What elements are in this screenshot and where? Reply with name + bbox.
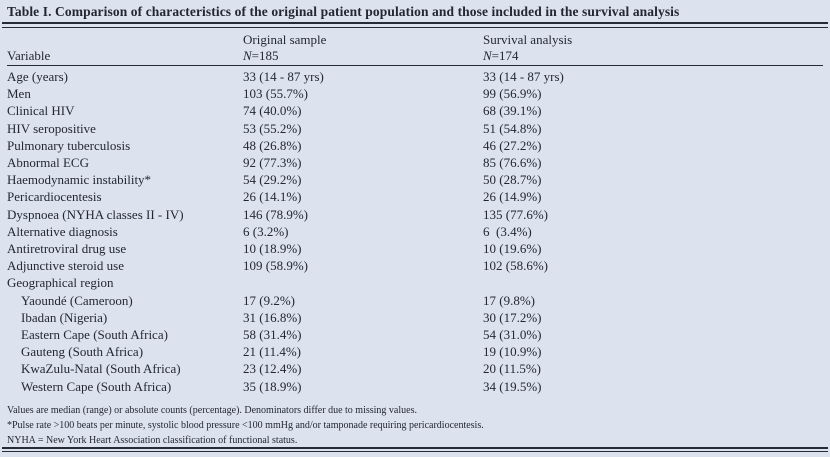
row-original-value: 92 (77.3%) bbox=[243, 155, 302, 171]
table-row: Geographical region bbox=[7, 274, 823, 291]
table-row: Gauteng (South Africa) 21 (11.4%) 19 (10… bbox=[7, 343, 823, 360]
row-original-value: 21 (11.4%) bbox=[243, 344, 302, 360]
header-survival-n-symbol: N bbox=[483, 47, 492, 63]
row-original-value: 54 (29.2%) bbox=[243, 172, 302, 188]
table-row: Dyspnoea (NYHA classes II - IV) 146 (78.… bbox=[7, 206, 823, 223]
table-row: HIV seropositive 53 (55.2%) 51 (54.8%) bbox=[7, 120, 823, 137]
header-variable-label: Variable bbox=[7, 47, 51, 63]
row-label: Western Cape (South Africa) bbox=[21, 378, 172, 394]
row-original-value: 35 (18.9%) bbox=[243, 378, 302, 394]
row-label: Men bbox=[7, 86, 31, 102]
table-row: Pulmonary tuberculosis 48 (26.8%) 46 (27… bbox=[7, 137, 823, 154]
table-row: Antiretroviral drug use 10 (18.9%) 10 (1… bbox=[7, 240, 823, 257]
data-table: Variable Original sample N=185 Survival … bbox=[7, 28, 823, 395]
row-label: Gauteng (South Africa) bbox=[21, 344, 144, 360]
header-original-n-count: =185 bbox=[251, 47, 279, 63]
row-original-value: 6 (3.2%) bbox=[243, 223, 289, 239]
table-row: Haemodynamic instability* 54 (29.2%) 50 … bbox=[7, 171, 823, 188]
table-row: Western Cape (South Africa) 35 (18.9%) 3… bbox=[7, 378, 823, 395]
table-title: Table I. Comparison of characteristics o… bbox=[7, 4, 680, 19]
row-original-value: 58 (31.4%) bbox=[243, 327, 302, 343]
header-survival-n: N=174 bbox=[483, 48, 823, 64]
table-row: Clinical HIV 74 (40.0%) 68 (39.1%) bbox=[7, 102, 823, 119]
row-original-value: 33 (14 - 87 yrs) bbox=[243, 69, 324, 84]
header-survival-label: Survival analysis bbox=[483, 32, 573, 47]
header-original-n-symbol: N bbox=[243, 47, 252, 63]
row-survival-value: 99 (56.9%) bbox=[483, 86, 542, 102]
row-survival-value: 102 (58.6%) bbox=[483, 258, 548, 274]
header-row: Variable Original sample N=185 Survival … bbox=[7, 28, 823, 66]
row-label: Alternative diagnosis bbox=[7, 223, 118, 239]
row-label: Dyspnoea (NYHA classes II - IV) bbox=[7, 206, 184, 222]
row-survival-value: 17 (9.8%) bbox=[483, 292, 535, 308]
row-survival-value: 30 (17.2%) bbox=[483, 309, 542, 325]
footnote-values: Values are median (range) or absolute co… bbox=[7, 404, 417, 416]
row-label: KwaZulu-Natal (South Africa) bbox=[21, 361, 181, 377]
row-original-value: 31 (16.8%) bbox=[243, 309, 302, 325]
row-survival-value: 68 (39.1%) bbox=[483, 103, 542, 119]
row-label: Yaoundé (Cameroon) bbox=[21, 292, 133, 308]
table-row: Ibadan (Nigeria) 31 (16.8%) 30 (17.2%) bbox=[7, 309, 823, 326]
header-survival: Survival analysis N=174 bbox=[483, 28, 823, 66]
header-variable: Variable bbox=[7, 28, 243, 66]
table-row: Men 103 (55.7%) 99 (56.9%) bbox=[7, 85, 823, 102]
row-label: HIV seropositive bbox=[7, 120, 96, 136]
table-row: Pericardiocentesis 26 (14.1%) 26 (14.9%) bbox=[7, 188, 823, 205]
table-row: Age (years) 33 (14 - 87 yrs) 33 (14 - 87… bbox=[7, 66, 823, 86]
row-survival-value: 46 (27.2%) bbox=[483, 137, 542, 153]
header-original-label: Original sample bbox=[243, 32, 327, 47]
top-double-rule bbox=[2, 22, 828, 28]
table-row: Yaoundé (Cameroon) 17 (9.2%) 17 (9.8%) bbox=[7, 292, 823, 309]
row-original-value: 146 (78.9%) bbox=[243, 206, 308, 222]
row-original-value: 23 (12.4%) bbox=[243, 361, 302, 377]
row-label: Eastern Cape (South Africa) bbox=[21, 327, 168, 343]
footnote-nyha: NYHA = New York Heart Association classi… bbox=[7, 434, 298, 446]
row-survival-value: 10 (19.6%) bbox=[483, 241, 542, 257]
row-original-value: 74 (40.0%) bbox=[243, 103, 302, 119]
row-original-value: 10 (18.9%) bbox=[243, 241, 302, 257]
row-original-value: 17 (9.2%) bbox=[243, 292, 295, 308]
row-label: Ibadan (Nigeria) bbox=[21, 309, 108, 325]
row-survival-value: 19 (10.9%) bbox=[483, 344, 542, 360]
row-survival-value: 34 (19.5%) bbox=[483, 378, 542, 394]
footnotes: Values are median (range) or absolute co… bbox=[7, 403, 823, 448]
row-survival-value: 54 (31.0%) bbox=[483, 327, 542, 343]
row-survival-value: 85 (76.6%) bbox=[483, 155, 542, 171]
table-row: Eastern Cape (South Africa) 58 (31.4%) 5… bbox=[7, 326, 823, 343]
row-survival-value: 135 (77.6%) bbox=[483, 206, 548, 222]
row-label: Age (years) bbox=[7, 69, 68, 84]
row-original-value: 48 (26.8%) bbox=[243, 137, 302, 153]
row-label: Geographical region bbox=[7, 275, 114, 291]
row-original-value: 53 (55.2%) bbox=[243, 120, 302, 136]
table-row: KwaZulu-Natal (South Africa) 23 (12.4%) … bbox=[7, 360, 823, 377]
header-original-n: N=185 bbox=[243, 48, 483, 64]
row-survival-value: 50 (28.7%) bbox=[483, 172, 542, 188]
table-row: Alternative diagnosis 6 (3.2%) 6 (3.4%) bbox=[7, 223, 823, 240]
table-row: Abnormal ECG 92 (77.3%) 85 (76.6%) bbox=[7, 154, 823, 171]
bottom-double-rule bbox=[2, 447, 828, 452]
row-original-value: 103 (55.7%) bbox=[243, 86, 308, 102]
row-survival-value: 33 (14 - 87 yrs) bbox=[483, 69, 564, 84]
row-label: Pericardiocentesis bbox=[7, 189, 102, 205]
row-label: Abnormal ECG bbox=[7, 155, 89, 171]
row-survival-value: 26 (14.9%) bbox=[483, 189, 542, 205]
row-label: Adjunctive steroid use bbox=[7, 258, 124, 274]
row-original-value: 109 (58.9%) bbox=[243, 258, 308, 274]
row-survival-value bbox=[483, 274, 823, 291]
row-original-value: 26 (14.1%) bbox=[243, 189, 302, 205]
row-label: Pulmonary tuberculosis bbox=[7, 137, 131, 153]
row-label: Clinical HIV bbox=[7, 103, 75, 119]
header-original: Original sample N=185 bbox=[243, 28, 483, 66]
table-body: Age (years) 33 (14 - 87 yrs) 33 (14 - 87… bbox=[7, 66, 823, 395]
table-row: Adjunctive steroid use 109 (58.9%) 102 (… bbox=[7, 257, 823, 274]
row-label: Haemodynamic instability* bbox=[7, 172, 152, 188]
row-survival-value: 51 (54.8%) bbox=[483, 120, 542, 136]
row-survival-value: 6 (3.4%) bbox=[483, 223, 532, 239]
footnote-asterisk: *Pulse rate >100 beats per minute, systo… bbox=[7, 419, 484, 431]
header-survival-n-count: =174 bbox=[491, 47, 519, 63]
row-survival-value: 20 (11.5%) bbox=[483, 361, 542, 377]
row-original-value bbox=[243, 274, 483, 291]
row-label: Antiretroviral drug use bbox=[7, 241, 127, 257]
